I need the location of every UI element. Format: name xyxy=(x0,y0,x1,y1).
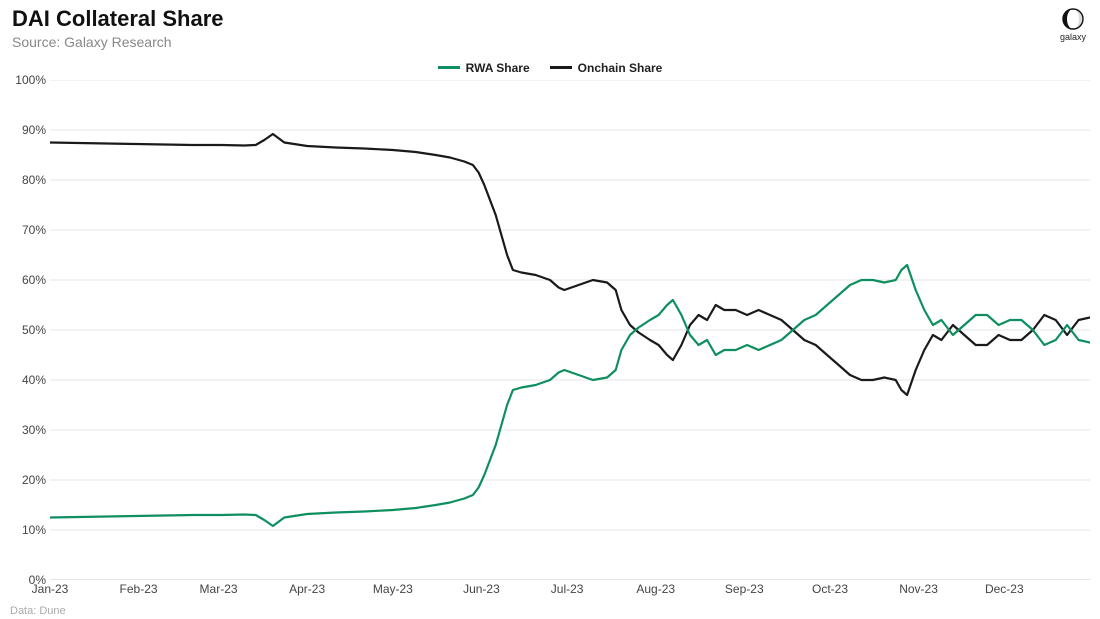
x-tick-label: Jun-23 xyxy=(463,582,500,596)
chart-plot xyxy=(50,80,1090,580)
x-tick-label: Sep-23 xyxy=(725,582,764,596)
y-tick-label: 10% xyxy=(6,523,46,537)
y-tick-label: 30% xyxy=(6,423,46,437)
y-tick-label: 80% xyxy=(6,173,46,187)
legend-item: Onchain Share xyxy=(550,61,663,75)
legend: RWA Share Onchain Share xyxy=(0,58,1100,75)
x-tick-label: Oct-23 xyxy=(812,582,848,596)
chart-subtitle: Source: Galaxy Research xyxy=(12,34,172,50)
x-tick-label: Mar-23 xyxy=(200,582,238,596)
y-tick-label: 90% xyxy=(6,123,46,137)
legend-item: RWA Share xyxy=(438,61,530,75)
legend-label: RWA Share xyxy=(466,61,530,75)
x-tick-label: Aug-23 xyxy=(636,582,675,596)
legend-label: Onchain Share xyxy=(578,61,663,75)
chart-container: DAI Collateral Share Source: Galaxy Rese… xyxy=(0,0,1100,619)
y-tick-label: 40% xyxy=(6,373,46,387)
data-source-footer: Data: Dune xyxy=(10,605,66,617)
y-tick-label: 20% xyxy=(6,473,46,487)
series-onchain xyxy=(50,134,1090,395)
x-tick-label: Feb-23 xyxy=(120,582,158,596)
brand-logo-text: galaxy xyxy=(1060,32,1086,42)
x-tick-label: Dec-23 xyxy=(985,582,1024,596)
brand-logo: galaxy xyxy=(1060,8,1086,42)
series-rwa xyxy=(50,265,1090,526)
y-tick-label: 60% xyxy=(6,273,46,287)
x-tick-label: Nov-23 xyxy=(899,582,938,596)
chart-title: DAI Collateral Share xyxy=(12,6,224,32)
y-tick-label: 70% xyxy=(6,223,46,237)
x-tick-label: Jul-23 xyxy=(551,582,584,596)
y-tick-label: 100% xyxy=(6,73,46,87)
legend-swatch xyxy=(550,66,572,69)
y-tick-label: 50% xyxy=(6,323,46,337)
x-tick-label: May-23 xyxy=(373,582,413,596)
legend-swatch xyxy=(438,66,460,69)
x-tick-label: Apr-23 xyxy=(289,582,325,596)
galaxy-logo-icon xyxy=(1062,8,1084,30)
x-tick-label: Jan-23 xyxy=(32,582,69,596)
